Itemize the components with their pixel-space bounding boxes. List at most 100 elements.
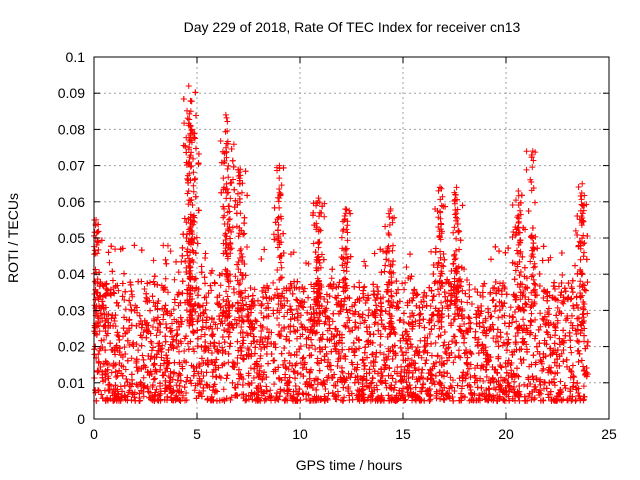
data-point <box>219 344 226 351</box>
data-point <box>301 285 308 292</box>
data-point <box>195 370 202 377</box>
data-point <box>521 307 528 314</box>
data-point <box>340 384 347 391</box>
data-point <box>464 354 471 361</box>
data-point <box>192 112 199 119</box>
data-point <box>416 311 423 318</box>
data-point <box>380 351 387 358</box>
data-point <box>375 396 382 403</box>
data-point <box>478 384 485 391</box>
data-point <box>357 374 364 381</box>
data-point <box>349 310 356 317</box>
data-point <box>133 304 140 311</box>
data-point <box>395 286 402 293</box>
data-point <box>283 365 290 372</box>
data-point <box>572 384 579 391</box>
data-point <box>102 328 109 335</box>
data-point <box>473 320 480 327</box>
data-point <box>299 284 306 291</box>
data-point <box>561 382 568 389</box>
data-point <box>112 351 119 358</box>
data-point <box>287 287 294 294</box>
data-point <box>251 350 258 357</box>
data-point <box>414 344 421 351</box>
data-point <box>495 285 502 292</box>
data-point <box>193 234 200 241</box>
data-point <box>377 333 384 340</box>
data-point <box>519 327 526 334</box>
data-point <box>170 345 177 352</box>
data-point <box>216 313 223 320</box>
data-point <box>569 383 576 390</box>
data-point <box>258 255 265 262</box>
data-point <box>400 352 407 359</box>
data-point <box>243 351 250 358</box>
data-point <box>436 387 443 394</box>
data-point <box>545 366 552 373</box>
data-point <box>262 289 269 296</box>
data-point <box>232 197 239 204</box>
data-point <box>114 372 121 379</box>
data-point <box>163 364 170 371</box>
data-point <box>507 304 514 311</box>
data-point <box>201 331 208 338</box>
data-point <box>207 340 214 347</box>
data-point <box>471 286 478 293</box>
data-point <box>266 329 273 336</box>
data-point <box>162 377 169 384</box>
data-point <box>573 331 580 338</box>
data-point <box>148 370 155 377</box>
data-point <box>329 389 336 396</box>
data-point <box>560 358 567 365</box>
data-point <box>351 283 358 290</box>
data-point <box>126 342 133 349</box>
data-point <box>119 293 126 300</box>
data-point <box>173 258 180 265</box>
data-point <box>374 370 381 377</box>
data-point <box>341 295 348 302</box>
data-point <box>121 296 128 303</box>
data-point <box>478 303 485 310</box>
data-point <box>382 223 389 230</box>
data-point <box>377 342 384 349</box>
data-point <box>485 397 492 404</box>
data-point <box>512 267 519 274</box>
data-point <box>541 313 548 320</box>
data-point <box>513 365 520 372</box>
data-point <box>445 279 452 286</box>
data-point <box>338 364 345 371</box>
data-point <box>284 390 291 397</box>
data-point <box>306 344 313 351</box>
data-point <box>339 397 346 404</box>
data-point <box>502 375 509 382</box>
data-point <box>337 308 344 315</box>
data-point <box>513 339 520 346</box>
data-point <box>102 358 109 365</box>
data-point <box>181 215 188 222</box>
data-point <box>429 380 436 387</box>
data-point <box>240 395 247 402</box>
data-point <box>552 324 559 331</box>
data-point <box>116 336 123 343</box>
data-point <box>298 321 305 328</box>
data-point <box>443 350 450 357</box>
data-point <box>122 366 129 373</box>
data-point <box>415 352 422 359</box>
data-point <box>190 329 197 336</box>
data-point <box>554 369 561 376</box>
data-point <box>540 365 547 372</box>
data-point <box>572 262 579 269</box>
data-point <box>107 290 114 297</box>
data-point <box>509 202 516 209</box>
data-point <box>192 193 199 200</box>
data-point <box>99 343 106 350</box>
data-point <box>537 381 544 388</box>
data-point <box>519 339 526 346</box>
data-point <box>541 379 548 386</box>
data-point <box>297 343 304 350</box>
data-point <box>249 396 256 403</box>
data-point <box>474 384 481 391</box>
data-point <box>145 388 152 395</box>
data-point <box>270 294 277 301</box>
data-point <box>459 287 466 294</box>
